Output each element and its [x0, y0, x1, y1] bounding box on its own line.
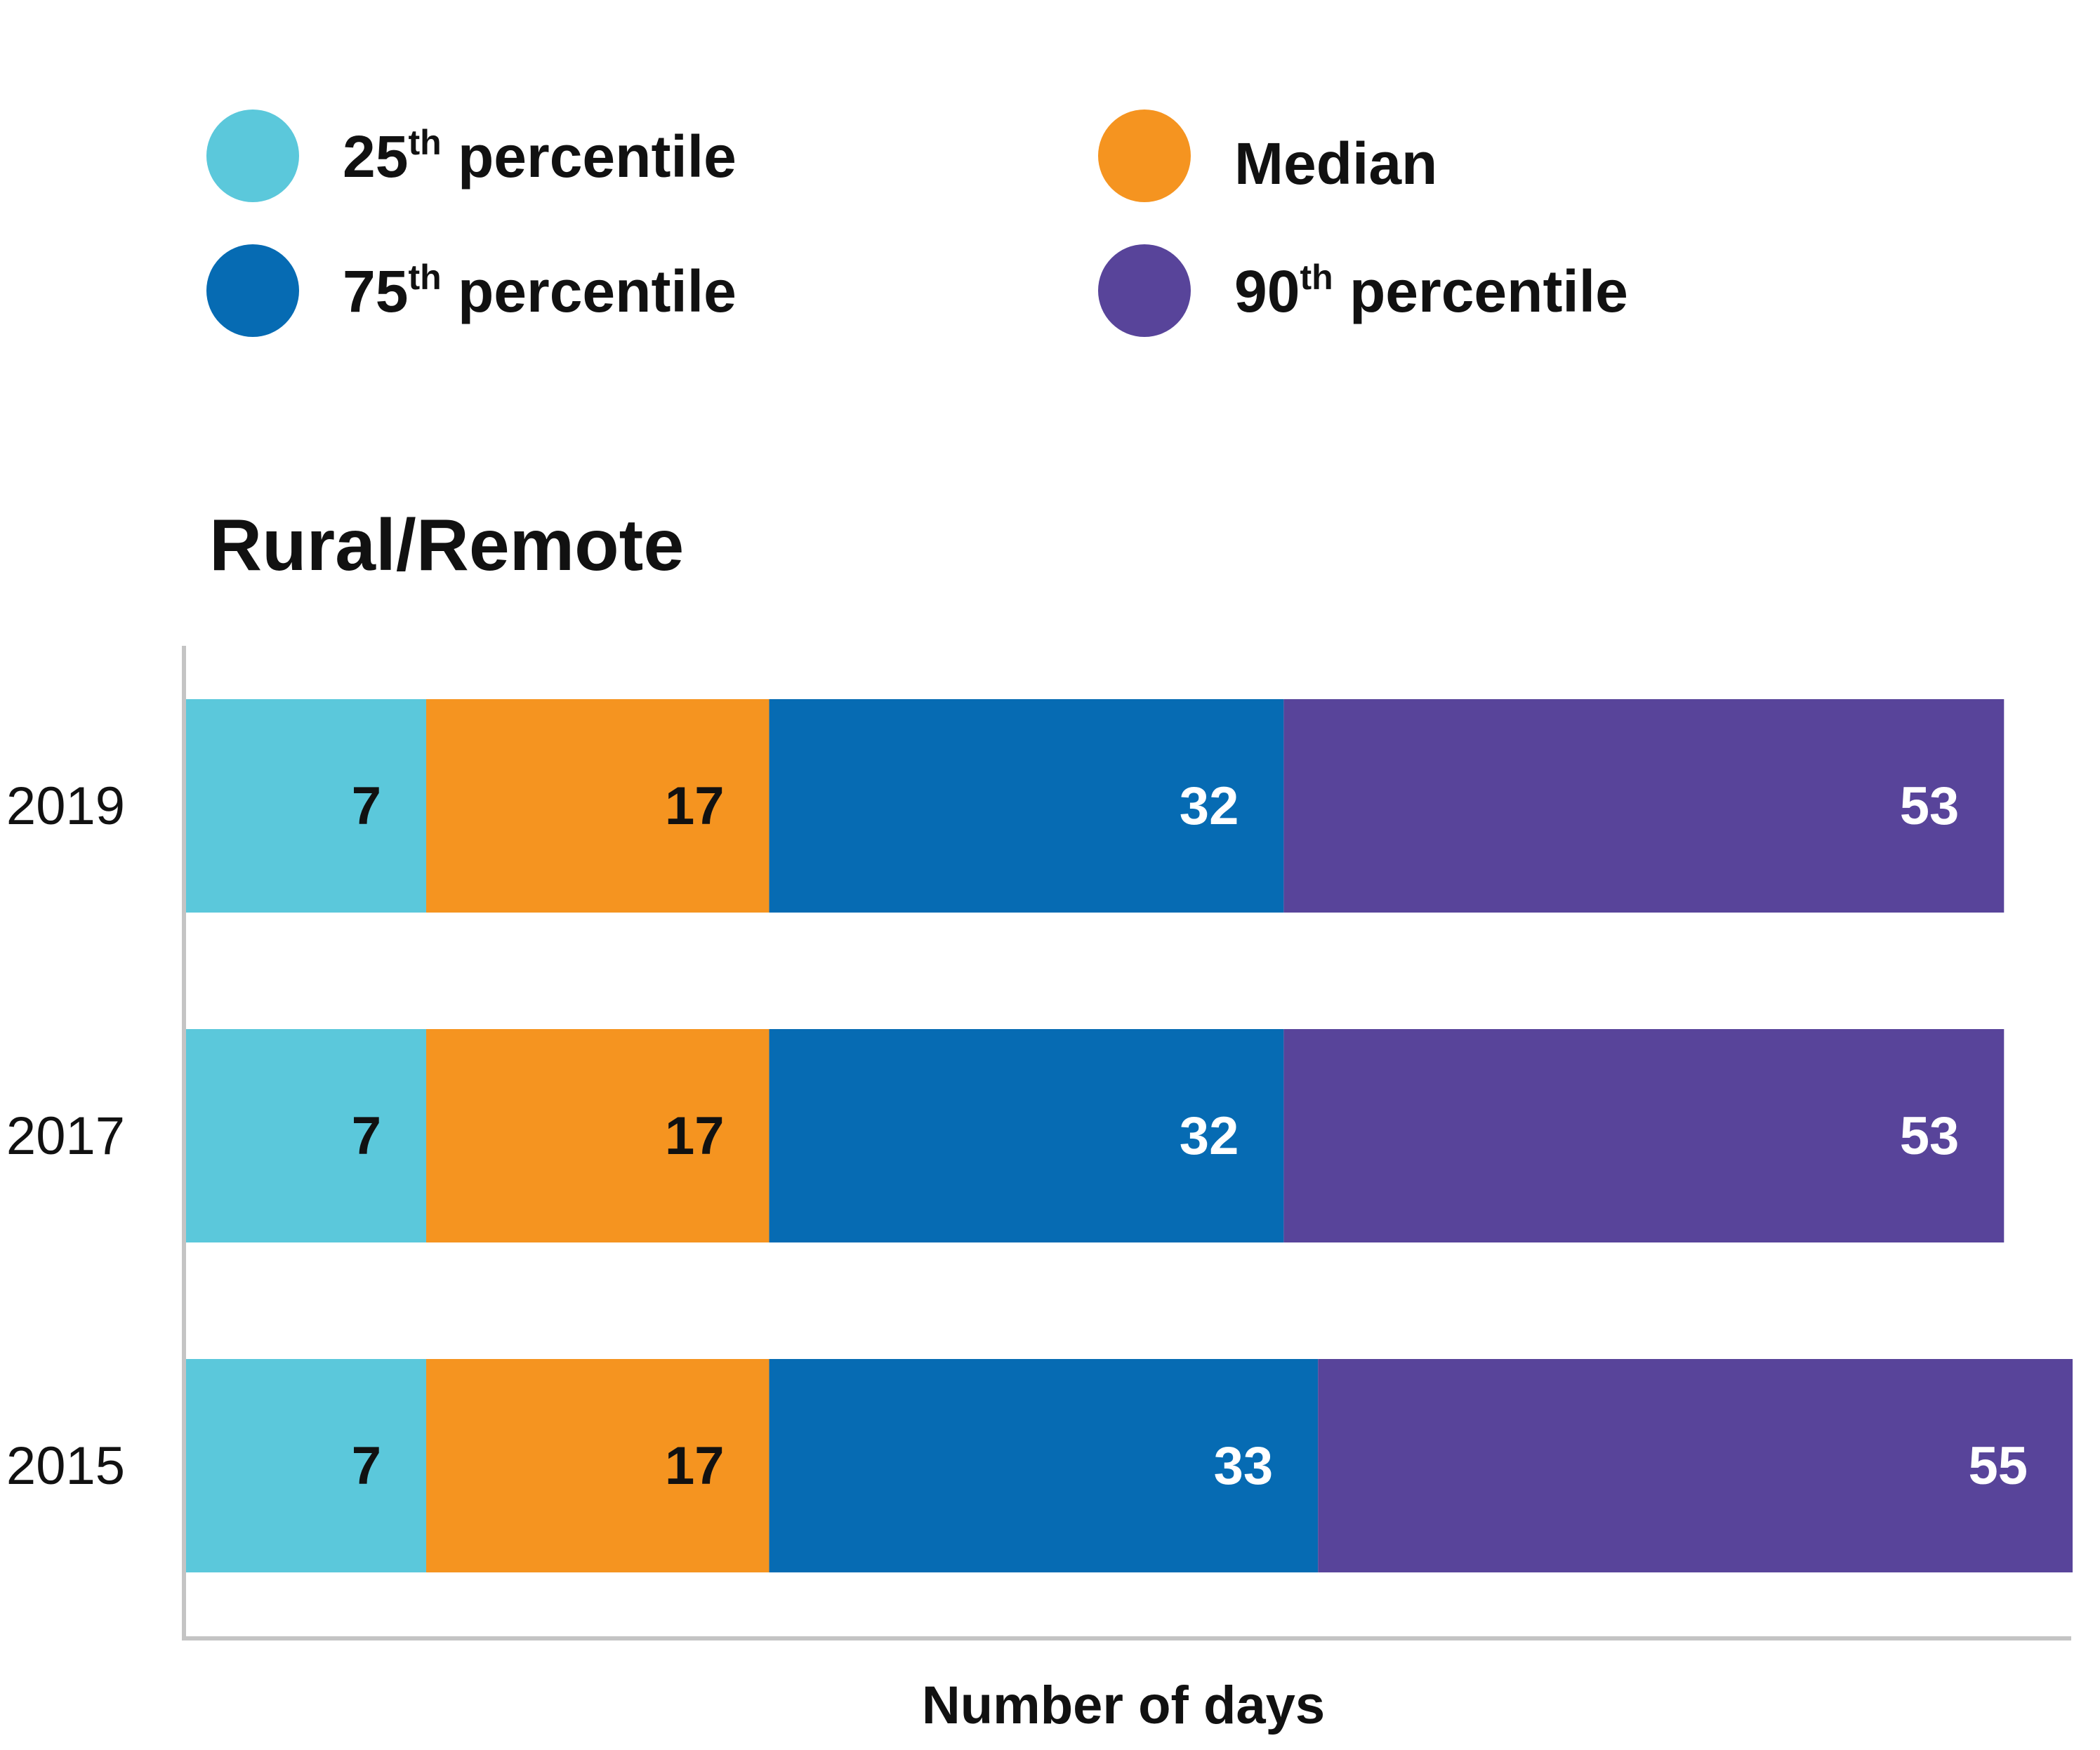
y-axis-labels: 2019 2017 2015	[6, 776, 125, 1496]
data-label-2019-2: 32	[1180, 776, 1239, 836]
bar-segment-2017-1	[425, 1029, 770, 1242]
data-label-2015-2: 33	[1214, 1436, 1274, 1496]
data-label-2019-1: 17	[665, 776, 725, 836]
y-tick-label-2017: 2017	[6, 1106, 125, 1166]
data-label-2019-3: 53	[1900, 776, 1960, 836]
legend-label-2: 75th percentile	[343, 258, 737, 324]
y-tick-label-2019: 2019	[6, 776, 125, 836]
data-label-2017-1: 17	[665, 1106, 725, 1166]
legend-swatch-2	[206, 244, 299, 337]
bars: 7 17 32 53 7 17 32 53 7 17 33 55	[186, 699, 2073, 1572]
bar-segment-2019-3	[1283, 699, 2005, 913]
legend-swatch-0	[206, 110, 299, 202]
data-label-2017-3: 53	[1900, 1106, 1960, 1166]
legend-label-1: Median	[1234, 131, 1437, 197]
legend-label-3: 90th percentile	[1234, 258, 1628, 324]
x-axis-label: Number of days	[922, 1676, 1325, 1735]
bar-segment-2019-1	[425, 699, 770, 913]
y-tick-label-2015: 2015	[6, 1436, 125, 1496]
data-label-2015-0: 7	[352, 1436, 381, 1496]
data-label-2015-3: 55	[1968, 1436, 2028, 1496]
chart-title: Rural/Remote	[209, 505, 684, 586]
data-label-2017-2: 32	[1180, 1106, 1239, 1166]
bar-segment-2015-3	[1318, 1359, 2073, 1572]
bar-segment-2017-2	[769, 1029, 1284, 1242]
legend-swatch-3	[1098, 244, 1191, 337]
bar-segment-2019-0	[186, 699, 426, 913]
bar-segment-2015-1	[425, 1359, 770, 1572]
data-label-2015-1: 17	[665, 1436, 725, 1496]
bar-segment-2017-0	[186, 1029, 426, 1242]
bar-segment-2019-2	[769, 699, 1284, 913]
bar-segment-2015-2	[769, 1359, 1319, 1572]
legend-label-0: 25th percentile	[343, 123, 737, 190]
legend: 25th percentile Median 75th percentile 90th…	[206, 110, 1628, 337]
legend-swatch-1	[1098, 110, 1191, 202]
bar-segment-2015-0	[186, 1359, 426, 1572]
bar-segment-2017-3	[1283, 1029, 2005, 1242]
data-label-2019-0: 7	[352, 776, 381, 836]
data-label-2017-0: 7	[352, 1106, 381, 1166]
